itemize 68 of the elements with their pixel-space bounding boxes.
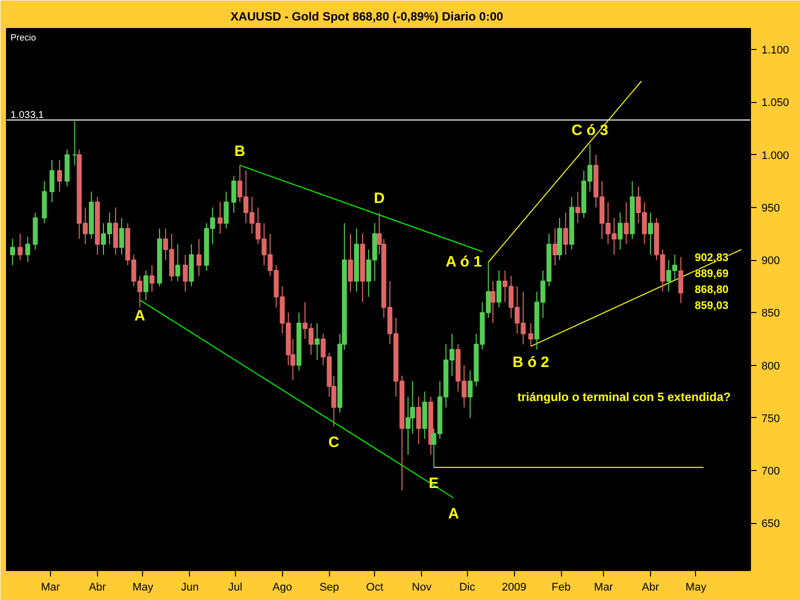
candlestick xyxy=(416,396,422,445)
x-tick-label: Nov xyxy=(412,582,432,594)
chart-title: XAUUSD - Gold Spot 868,80 (-0,89%) Diario 0:00 xyxy=(230,10,504,24)
candlestick xyxy=(218,202,223,234)
y-tick-label: 1.100 xyxy=(762,44,790,57)
candlestick xyxy=(57,160,62,192)
candlestick xyxy=(149,264,154,292)
y-tick-label: 800 xyxy=(762,360,780,372)
y-tick-label: 850 xyxy=(762,308,780,320)
candlestick xyxy=(624,202,629,245)
candlestick xyxy=(49,160,54,203)
candlestick xyxy=(528,322,534,347)
y-tick-label: 750 xyxy=(762,412,780,425)
annotation: A ó 1 xyxy=(446,254,482,271)
candlestick xyxy=(575,191,580,224)
y-tick-label: 900 xyxy=(762,255,780,268)
annotation: triángulo o terminal con 5 extendida? xyxy=(517,390,731,404)
x-tick-label: Jul xyxy=(228,582,242,594)
annotation: C ó 3 xyxy=(572,122,608,139)
x-tick-label: 2009 xyxy=(502,582,526,594)
candlestick xyxy=(552,228,558,266)
y-tick-label: 1.050 xyxy=(762,97,790,110)
y-tick-label: 650 xyxy=(762,518,780,530)
candlestick xyxy=(348,233,353,292)
candlestick xyxy=(314,322,320,361)
candlestick xyxy=(490,280,496,324)
candlestick xyxy=(678,256,684,304)
ref-line-label: 1.033,1 xyxy=(10,110,44,121)
x-tick-label: May xyxy=(686,582,707,594)
x-tick-label: Sep xyxy=(319,582,340,594)
x-tick-label: Jun xyxy=(180,582,199,594)
annotation: B ó 2 xyxy=(512,354,550,371)
x-tick-label: Ago xyxy=(272,582,292,594)
x-tick-label: Dic xyxy=(459,582,476,594)
annotation: C xyxy=(328,434,340,451)
candlestick xyxy=(143,270,148,301)
x-tick-label: Abr xyxy=(88,582,106,594)
x-tick-label: Mar xyxy=(594,582,614,594)
annotation: Precio xyxy=(10,32,36,42)
annotation: 889,69 xyxy=(694,268,728,280)
annotation: D xyxy=(374,190,385,208)
candlestick xyxy=(25,236,30,263)
candlestick xyxy=(119,217,124,256)
annotation: A xyxy=(448,505,460,522)
x-tick-label: Oct xyxy=(366,582,384,594)
y-tick-label: 1.000 xyxy=(762,150,790,162)
y-tick-label: 700 xyxy=(762,466,780,478)
candlestick xyxy=(563,212,568,256)
candlestick xyxy=(224,191,229,229)
candlestick xyxy=(196,238,202,276)
x-tick-label: Mar xyxy=(40,582,60,594)
y-tick-label: 950 xyxy=(762,202,780,214)
candlestick xyxy=(10,238,16,266)
annotation: 868,80 xyxy=(694,284,728,296)
candlestick xyxy=(175,244,180,282)
candlestick xyxy=(18,233,23,261)
annotation: A xyxy=(134,308,146,325)
x-tick-label: Abr xyxy=(642,582,660,594)
candlestick xyxy=(496,270,502,308)
annotation: 902,83 xyxy=(694,252,728,264)
annotation: 859,03 xyxy=(694,300,728,312)
candlestick xyxy=(648,212,653,256)
candlestick xyxy=(182,254,188,292)
candlestick xyxy=(231,175,236,214)
x-tick-label: May xyxy=(132,582,154,594)
x-tick-label: Feb xyxy=(552,582,571,594)
annotation: B xyxy=(234,142,246,160)
candlestick xyxy=(618,212,623,250)
